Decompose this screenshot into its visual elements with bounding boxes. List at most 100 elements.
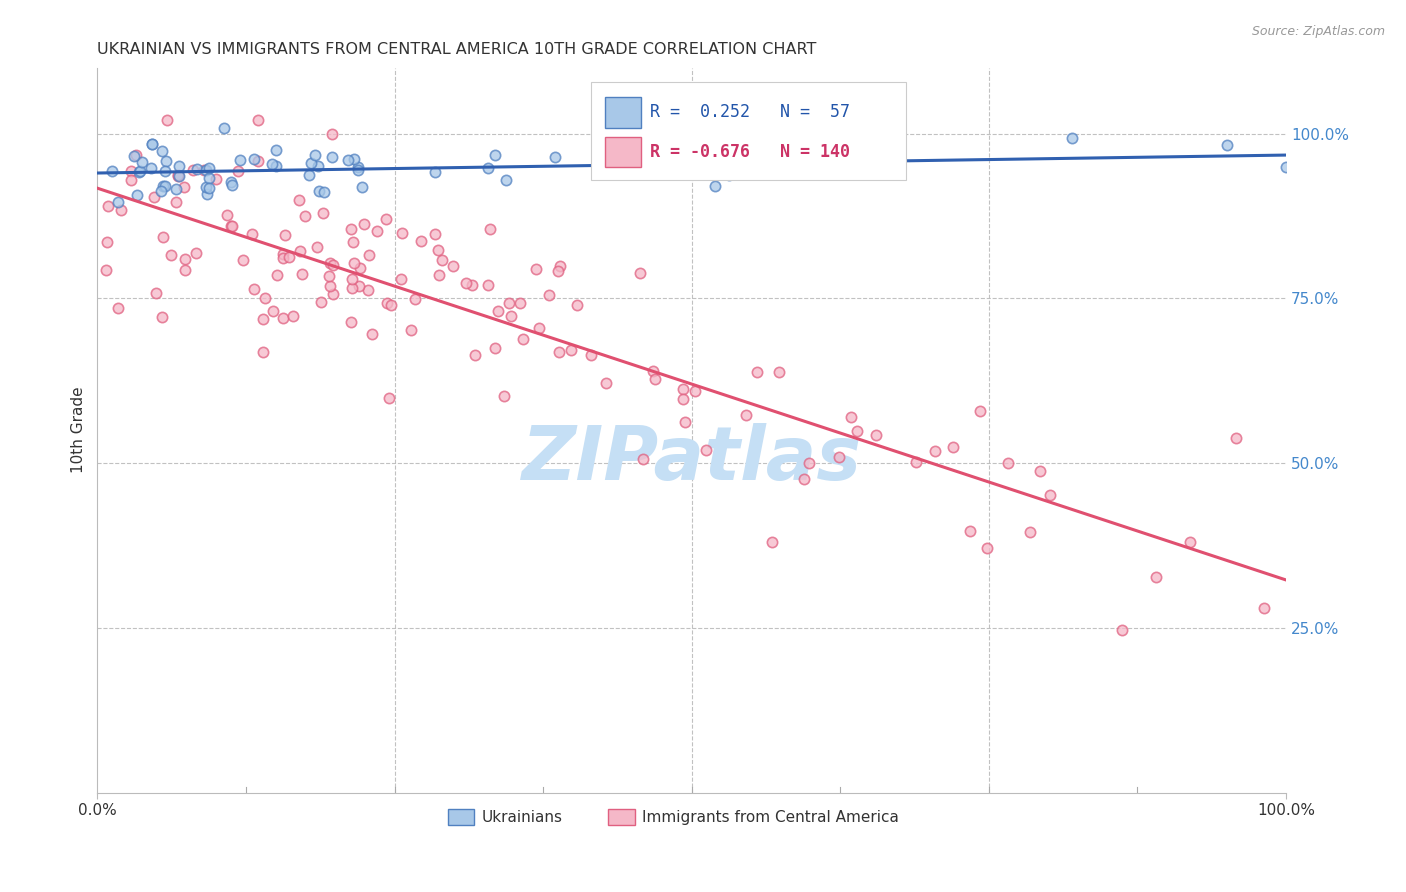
- Point: [460, 277, 482, 292]
- Point: [322, 287, 344, 301]
- Point: [253, 291, 276, 305]
- Point: [391, 226, 413, 240]
- Point: [271, 247, 294, 261]
- Point: [264, 144, 287, 158]
- Point: [427, 268, 450, 282]
- Point: [969, 404, 991, 418]
- Text: UKRAINIAN VS IMMIGRANTS FROM CENTRAL AMERICA 10TH GRADE CORRELATION CHART: UKRAINIAN VS IMMIGRANTS FROM CENTRAL AME…: [97, 42, 817, 57]
- Point: [695, 443, 717, 458]
- Point: [167, 159, 190, 173]
- Point: [274, 227, 297, 242]
- Point: [423, 164, 446, 178]
- Point: [389, 272, 412, 286]
- Point: [683, 384, 706, 398]
- Point: [537, 288, 560, 302]
- Point: [484, 341, 506, 355]
- Text: Ukrainians: Ukrainians: [481, 810, 562, 825]
- Point: [152, 230, 174, 244]
- Point: [581, 348, 603, 362]
- Point: [357, 283, 380, 297]
- Point: [155, 163, 177, 178]
- Point: [322, 258, 344, 272]
- Text: Immigrants from Central America: Immigrants from Central America: [641, 810, 898, 825]
- Point: [524, 261, 547, 276]
- Point: [167, 168, 190, 182]
- Point: [319, 278, 342, 293]
- Point: [299, 156, 322, 170]
- Point: [366, 225, 388, 239]
- Point: [1039, 488, 1062, 502]
- Point: [110, 202, 132, 217]
- Point: [321, 127, 343, 141]
- Bar: [605, 97, 641, 128]
- Point: [143, 190, 166, 204]
- Point: [318, 269, 340, 284]
- Point: [217, 208, 239, 222]
- Point: [1029, 464, 1052, 478]
- Point: [291, 267, 314, 281]
- Point: [96, 263, 118, 277]
- Point: [426, 243, 449, 257]
- Point: [1144, 570, 1167, 584]
- Point: [229, 153, 252, 167]
- Point: [494, 389, 516, 403]
- Point: [595, 376, 617, 390]
- Point: [305, 240, 328, 254]
- Point: [347, 160, 370, 174]
- Point: [304, 148, 326, 162]
- Bar: [449, 809, 474, 825]
- Bar: [609, 809, 634, 825]
- Point: [246, 113, 269, 128]
- Point: [174, 262, 197, 277]
- Point: [404, 293, 426, 307]
- Point: [1178, 535, 1201, 549]
- Point: [703, 178, 725, 193]
- Text: ZIPatlas: ZIPatlas: [522, 423, 862, 496]
- Text: Source: ZipAtlas.com: Source: ZipAtlas.com: [1251, 25, 1385, 38]
- Point: [260, 157, 283, 171]
- Point: [1019, 525, 1042, 540]
- Point: [160, 248, 183, 262]
- Point: [401, 323, 423, 337]
- Point: [184, 245, 207, 260]
- Point: [122, 149, 145, 163]
- Point: [477, 278, 499, 293]
- Point: [101, 164, 124, 178]
- Point: [273, 251, 295, 265]
- Point: [353, 217, 375, 231]
- Point: [107, 301, 129, 315]
- Point: [959, 524, 981, 539]
- Point: [266, 159, 288, 173]
- Bar: [605, 136, 641, 167]
- Point: [343, 152, 366, 166]
- Point: [644, 372, 666, 386]
- Point: [378, 391, 401, 405]
- Point: [165, 182, 187, 196]
- Point: [219, 219, 242, 234]
- Point: [252, 312, 274, 326]
- Point: [359, 248, 381, 262]
- Point: [352, 180, 374, 194]
- Point: [120, 163, 142, 178]
- Point: [246, 154, 269, 169]
- Point: [314, 186, 336, 200]
- Point: [1215, 137, 1237, 152]
- Point: [761, 535, 783, 549]
- Point: [498, 296, 520, 310]
- Point: [477, 161, 499, 175]
- Point: [232, 252, 254, 267]
- Point: [349, 278, 371, 293]
- Point: [266, 268, 288, 282]
- Point: [924, 443, 946, 458]
- Point: [150, 310, 173, 324]
- Point: [197, 161, 219, 175]
- Point: [976, 541, 998, 555]
- Point: [745, 365, 768, 379]
- Point: [527, 321, 550, 335]
- Point: [340, 315, 363, 329]
- Point: [195, 187, 218, 202]
- Point: [221, 219, 243, 234]
- Point: [252, 344, 274, 359]
- Point: [298, 169, 321, 183]
- Point: [361, 326, 384, 341]
